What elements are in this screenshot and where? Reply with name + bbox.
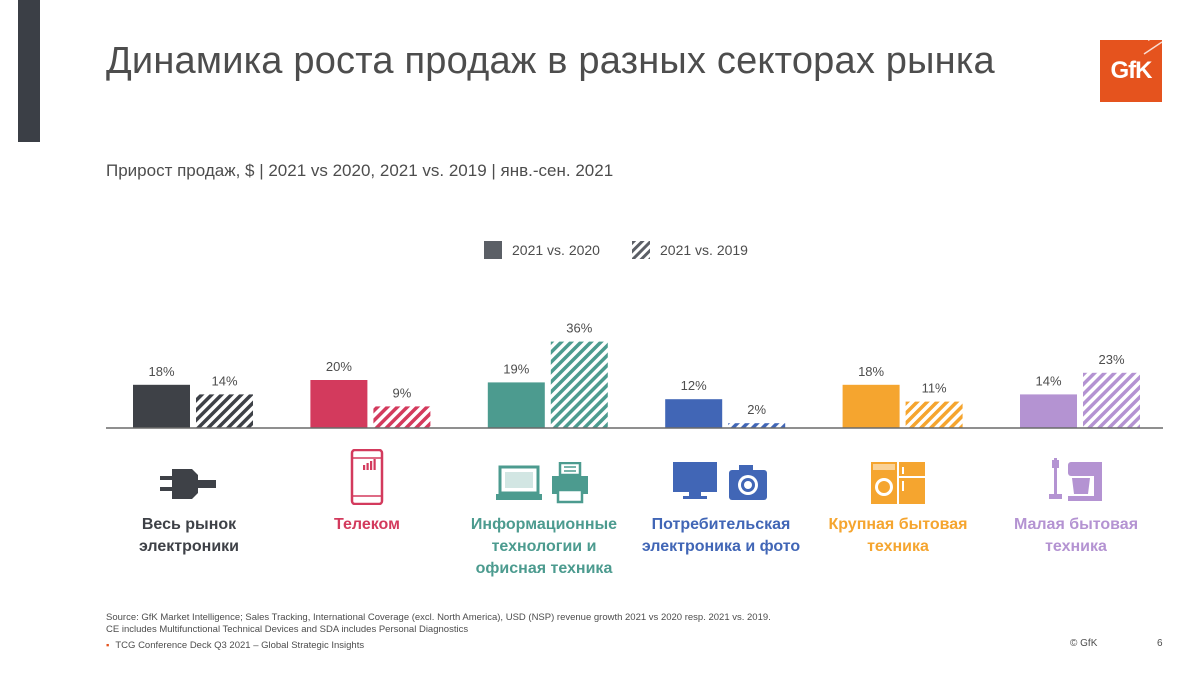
category-label-line: Малая бытовая bbox=[1013, 516, 1139, 533]
legend-swatch-solid bbox=[484, 241, 502, 259]
legend-item-2020: 2021 vs. 2020 bbox=[484, 241, 600, 259]
data-label-2020-4: 18% bbox=[858, 364, 884, 379]
laptop-printer-icon bbox=[496, 462, 588, 504]
smartphone-icon bbox=[350, 449, 384, 505]
bar-2021-vs-2020-1 bbox=[310, 380, 368, 428]
data-label-2020-2: 19% bbox=[503, 361, 529, 376]
power-plug-icon bbox=[160, 469, 216, 499]
slide-title: Динамика роста продаж в разных секторах … bbox=[106, 40, 995, 82]
data-label-2019-5: 23% bbox=[1098, 352, 1124, 367]
category-label-line: техника bbox=[867, 538, 929, 555]
logo-slash bbox=[1143, 40, 1162, 55]
category-label-line: Телеком bbox=[334, 516, 400, 533]
mixer-vacuum-icon bbox=[1049, 458, 1102, 501]
legend-item-2019: 2021 vs. 2019 bbox=[632, 241, 748, 259]
category-label-line: электроника и фото bbox=[641, 538, 801, 555]
tv-camera-icon bbox=[673, 462, 767, 500]
category-label-line: Весь рынок bbox=[141, 516, 237, 533]
logo-text: GfK bbox=[1110, 57, 1153, 84]
category-label-line: Информационные bbox=[470, 516, 618, 533]
slide-subtitle: Прирост продаж, $ | 2021 vs 2020, 2021 v… bbox=[106, 161, 614, 180]
category-label-line: Потребительская bbox=[651, 516, 791, 533]
deck-label-text: TCG Conference Deck Q3 2021 – Global Str… bbox=[115, 640, 365, 651]
bar-2021-vs-2020-0 bbox=[133, 384, 190, 428]
legend-swatch-hatched bbox=[632, 241, 650, 259]
source-line-1: Source: GfK Market Intelligence; Sales T… bbox=[106, 612, 771, 623]
category-label-line: технологии и bbox=[491, 538, 597, 555]
deck-label: ▪ TCG Conference Deck Q3 2021 – Global St… bbox=[106, 640, 364, 651]
data-label-2020-3: 12% bbox=[681, 378, 707, 393]
data-label-2019-3: 2% bbox=[747, 402, 766, 417]
side-accent-bar bbox=[18, 0, 40, 142]
data-label-2019-1: 9% bbox=[393, 385, 412, 400]
category-label-electronics: Весь рынок электроники bbox=[99, 514, 279, 558]
bar-2021-vs-2020-3 bbox=[665, 399, 723, 428]
source-line-2: CE includes Multifunctional Technical De… bbox=[106, 624, 469, 635]
category-label-telecom: Телеком bbox=[277, 514, 457, 536]
bar-2021-vs-2019-1 bbox=[373, 406, 431, 428]
bar-2021-vs-2019-3 bbox=[728, 423, 786, 428]
bar-2021-vs-2020-5 bbox=[1020, 394, 1077, 428]
category-label-line: Крупная бытовая bbox=[828, 516, 968, 533]
copyright: © GfK bbox=[1070, 638, 1098, 649]
category-label-it: Информационные технологии и офисная техн… bbox=[454, 514, 634, 580]
gfk-logo: GfK bbox=[1100, 40, 1162, 102]
source-note: Source: GfK Market Intelligence; Sales T… bbox=[106, 612, 771, 636]
bullet-icon: ▪ bbox=[106, 640, 110, 651]
category-label-ce: Потребительская электроника и фото bbox=[631, 514, 811, 558]
data-label-2020-5: 14% bbox=[1035, 373, 1061, 388]
data-label-2020-1: 20% bbox=[326, 359, 352, 374]
category-label-sda: Малая бытовая техника bbox=[986, 514, 1166, 558]
category-label-mda: Крупная бытовая техника bbox=[808, 514, 988, 558]
bar-2021-vs-2019-5 bbox=[1083, 372, 1140, 428]
data-label-2019-0: 14% bbox=[211, 373, 237, 388]
data-label-2019-4: 11% bbox=[922, 381, 947, 396]
category-label-line: электроники bbox=[138, 538, 240, 555]
bar-2021-vs-2020-4 bbox=[842, 384, 900, 428]
legend-label-2019: 2021 vs. 2019 bbox=[660, 242, 748, 258]
bar-2021-vs-2019-0 bbox=[196, 394, 253, 428]
category-label-line: офисная техника bbox=[475, 560, 613, 577]
bar-2021-vs-2019-4 bbox=[905, 401, 963, 428]
bar-2021-vs-2019-2 bbox=[550, 341, 608, 428]
bar-2021-vs-2020-2 bbox=[487, 382, 545, 428]
page-number: 6 bbox=[1157, 638, 1163, 649]
category-label-line: техника bbox=[1045, 538, 1107, 555]
data-label-2019-2: 36% bbox=[566, 321, 592, 336]
data-label-2020-0: 18% bbox=[148, 364, 174, 379]
legend-label-2020: 2021 vs. 2020 bbox=[512, 242, 600, 258]
washer-fridge-icon bbox=[871, 462, 925, 504]
